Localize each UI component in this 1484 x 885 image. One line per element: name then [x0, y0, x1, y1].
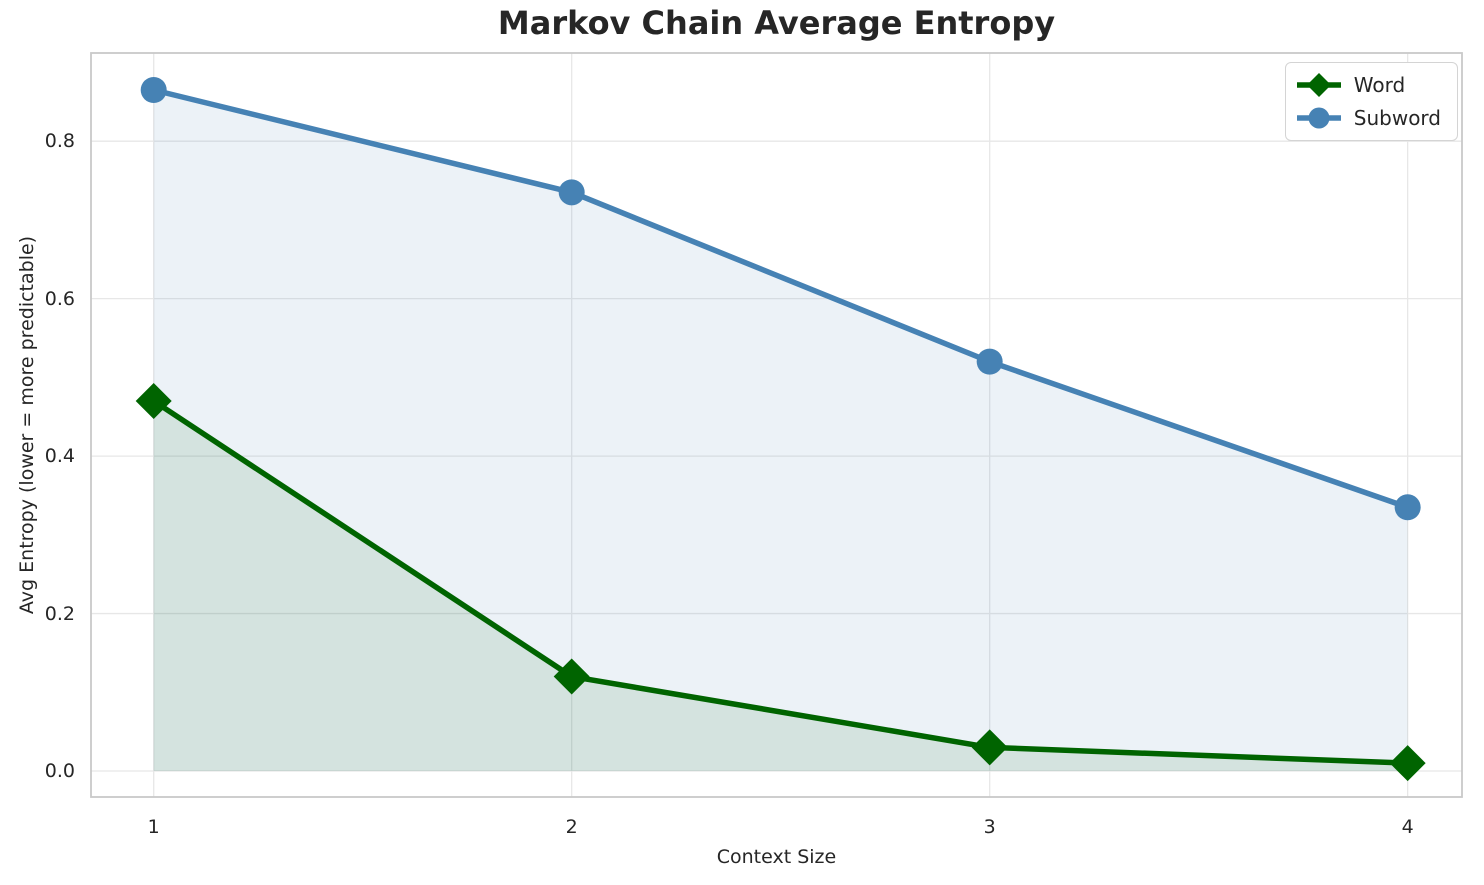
legend-item-word: Word [1295, 70, 1441, 100]
marker-subword-2 [558, 179, 585, 206]
legend-label-word: Word [1353, 73, 1406, 97]
chart-title: Markov Chain Average Entropy [497, 4, 1056, 42]
legend-label-subword: Subword [1353, 106, 1441, 130]
area-fill-subword [153, 90, 1408, 772]
area-fill-word [153, 400, 1408, 772]
subword-circle-marker-icon [1296, 107, 1341, 129]
marker-word-2 [553, 658, 590, 695]
y-axis-label: Avg Entropy (lower = more predictable) [16, 235, 38, 615]
legend-item-subword: Subword [1295, 103, 1441, 133]
series-line-subword [153, 87, 1409, 510]
x-axis-label: Context Size [716, 846, 837, 868]
marker-subword-4 [1394, 494, 1421, 521]
marker-word-1 [135, 382, 172, 419]
marker-subword-1 [140, 77, 167, 104]
series-line-word [152, 398, 1408, 766]
marker-word-3 [971, 729, 1008, 766]
marker-word-4 [1389, 745, 1426, 782]
marker-subword-3 [976, 348, 1003, 375]
word-diamond-marker-icon [1296, 73, 1341, 97]
plot-border [90, 52, 1463, 798]
legend: Word Subword [1284, 62, 1458, 141]
